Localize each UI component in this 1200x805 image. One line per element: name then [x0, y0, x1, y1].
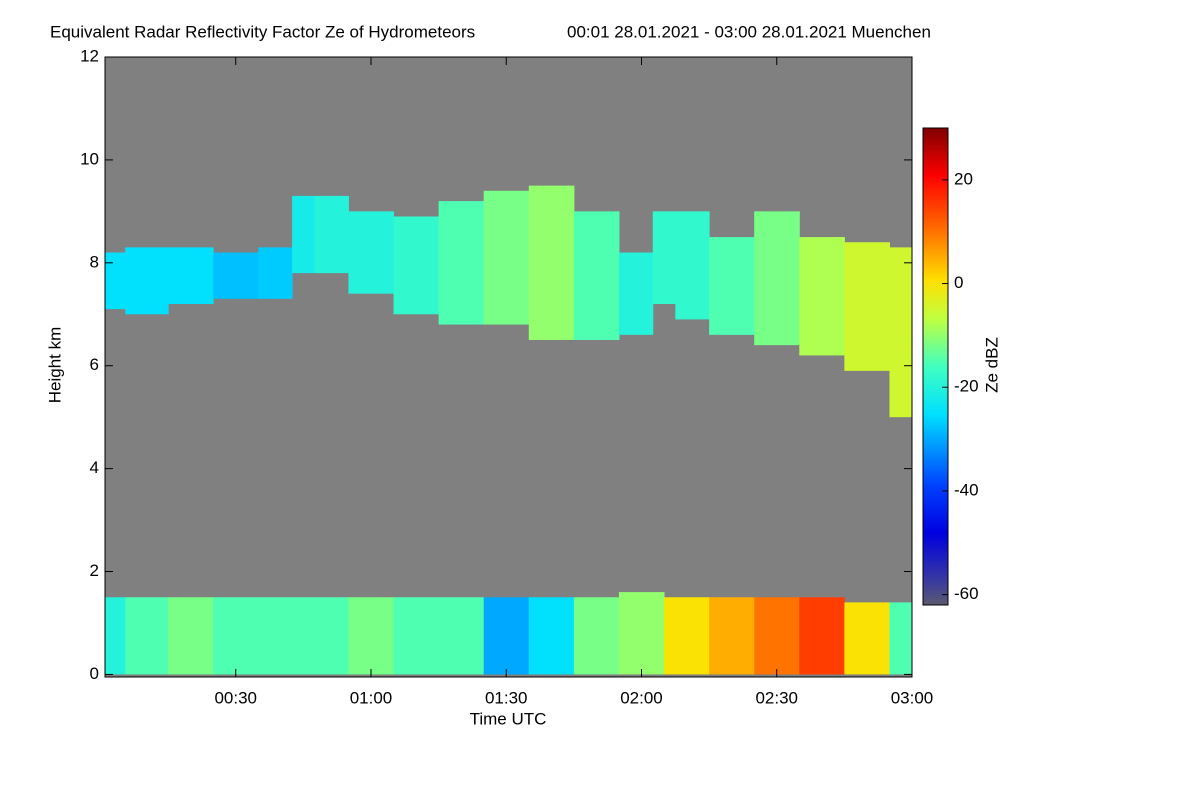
- y-tick-label: 0: [90, 664, 99, 683]
- echo-column: [438, 201, 485, 325]
- echo-column: [528, 185, 575, 340]
- echo-column: [844, 242, 890, 371]
- x-tick-label: 00:30: [214, 688, 257, 707]
- echo-column: [664, 597, 710, 675]
- plot-frame: [104, 56, 913, 678]
- echo-column: [618, 592, 665, 675]
- echo-column: [754, 597, 800, 675]
- y-tick-label: 10: [80, 149, 99, 168]
- echo-column: [844, 602, 890, 675]
- echo-column: [483, 597, 530, 675]
- echo-column: [125, 247, 169, 315]
- colorbar-tick-label: -40: [954, 480, 979, 499]
- y-axis-label: Height km: [45, 327, 64, 404]
- y-tick-label: 8: [90, 252, 99, 271]
- echo-column: [889, 602, 913, 675]
- x-tick-label: 02:30: [755, 688, 798, 707]
- echo-column: [709, 237, 755, 335]
- chart-title: Equivalent Radar Reflectivity Factor Ze …: [50, 22, 475, 41]
- x-tick-label: 02:00: [620, 688, 663, 707]
- echo-column: [168, 597, 214, 675]
- x-tick-label: 01:00: [350, 688, 393, 707]
- echo-column: [483, 190, 530, 325]
- echo-column: [709, 597, 755, 675]
- echo-column: [348, 597, 395, 675]
- echo-column: [889, 247, 913, 418]
- echo-column: [618, 252, 654, 335]
- x-axis-label: Time UTC: [470, 709, 547, 728]
- y-tick-label: 2: [90, 561, 99, 580]
- echo-column: [314, 195, 349, 274]
- echo-column: [303, 597, 349, 675]
- echo-column: [168, 247, 214, 304]
- echo-column: [105, 252, 126, 310]
- echo-column: [754, 211, 800, 346]
- colorbar-tick-label: -60: [954, 584, 979, 603]
- echo-column: [105, 597, 126, 675]
- colorbar-label: Ze dBZ: [982, 337, 1001, 393]
- x-tick-label: 03:00: [891, 688, 934, 707]
- echo-column: [528, 597, 575, 675]
- echo-column: [258, 247, 293, 299]
- echo-column: [125, 597, 169, 675]
- colorbar-tick-label: 20: [954, 169, 973, 188]
- x-tick-label: 01:30: [485, 688, 528, 707]
- y-tick-label: 4: [90, 458, 99, 477]
- echo-column: [393, 216, 440, 315]
- echo-column: [393, 597, 440, 675]
- echo-column: [348, 211, 395, 294]
- echo-column: [652, 211, 676, 304]
- colorbar: [922, 127, 949, 606]
- echo-column: [799, 237, 845, 356]
- colorbar-tick-label: -20: [954, 377, 979, 396]
- echo-column: [292, 195, 316, 274]
- echo-column: [799, 597, 845, 675]
- y-tick-label: 6: [90, 355, 99, 374]
- echo-column: [213, 597, 259, 675]
- echo-column: [213, 252, 259, 299]
- echo-column: [573, 211, 620, 340]
- echo-column: [573, 597, 620, 675]
- y-tick-label: 12: [80, 46, 99, 65]
- echo-column: [438, 597, 485, 675]
- echo-column: [258, 597, 304, 675]
- plot-background: [105, 57, 912, 677]
- chart-subtitle: 00:01 28.01.2021 - 03:00 28.01.2021 Muen…: [567, 22, 931, 41]
- colorbar-tick-label: 0: [954, 273, 963, 292]
- echo-column: [675, 211, 710, 320]
